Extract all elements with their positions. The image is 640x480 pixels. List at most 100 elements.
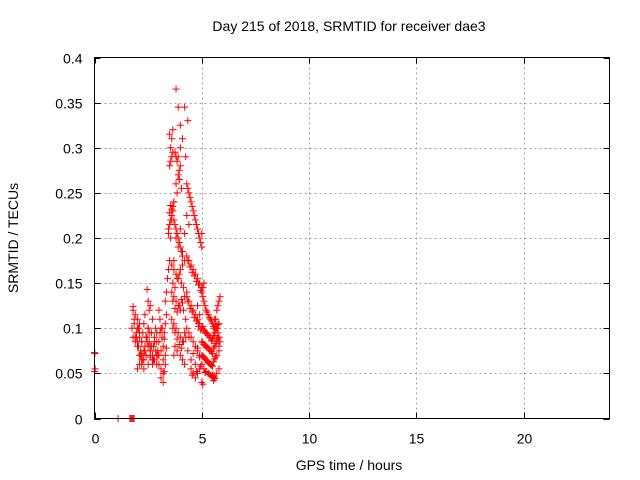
data-point (159, 356, 167, 364)
data-point (178, 356, 186, 364)
data-point (199, 284, 207, 292)
data-point (166, 162, 174, 170)
data-point (175, 239, 183, 247)
data-point (173, 157, 181, 165)
data-point (155, 351, 163, 359)
data-point (133, 338, 141, 346)
data-point (215, 342, 223, 350)
data-point (209, 350, 217, 358)
data-point (194, 302, 201, 310)
data-point (185, 189, 193, 197)
data-point (196, 311, 204, 319)
data-point (190, 272, 198, 280)
data-point (144, 297, 152, 305)
data-point (188, 202, 196, 210)
data-point (170, 320, 178, 328)
data-point (183, 180, 191, 188)
data-point (184, 257, 192, 265)
data-point (181, 103, 189, 111)
data-point (133, 365, 141, 373)
data-point (172, 234, 180, 242)
data-point (170, 293, 178, 301)
data-point (184, 347, 192, 355)
data-point (143, 285, 151, 293)
data-point (172, 180, 180, 188)
data-point (170, 216, 178, 224)
data-point (171, 329, 179, 337)
data-point (184, 184, 192, 192)
data-point (131, 311, 139, 319)
data-point (175, 340, 183, 348)
data-point (211, 331, 219, 339)
y-tick-label: 0.25 (55, 186, 82, 202)
y-axis-title: SRMTID / TECUs (5, 183, 21, 293)
data-point (182, 153, 190, 161)
data-point (212, 353, 220, 361)
data-point (138, 356, 146, 364)
x-axis-title: GPS time / hours (296, 457, 403, 473)
data-point (145, 306, 153, 314)
data-point (157, 374, 165, 382)
data-point (178, 248, 186, 256)
data-point (145, 329, 153, 337)
data-point (205, 370, 213, 378)
data-point (182, 315, 190, 323)
data-point (188, 268, 196, 276)
data-point (198, 243, 206, 251)
data-point (161, 351, 169, 359)
x-tick-label: 10 (302, 431, 318, 447)
data-point (159, 342, 167, 350)
x-tick-label: 15 (409, 431, 425, 447)
data-point (168, 205, 176, 213)
data-point (142, 351, 150, 359)
data-point (194, 344, 201, 352)
data-point (191, 216, 199, 224)
data-point (180, 284, 188, 292)
data-point (199, 293, 207, 301)
data-point (211, 315, 219, 323)
data-point (183, 324, 191, 332)
data-point (186, 263, 194, 271)
data-point (214, 302, 222, 310)
data-point (172, 85, 180, 93)
data-point (181, 360, 189, 368)
data-point (215, 365, 223, 373)
data-point (169, 279, 177, 287)
data-point (176, 144, 184, 152)
data-point (213, 351, 221, 359)
data-point (199, 380, 207, 388)
axis-ticks: 0 0.05 0.1 0.15 0.2 0.25 0.3 0.35 0.4 0 5 10 15 20 (55, 51, 610, 447)
data-point (198, 229, 206, 237)
data-point (207, 337, 215, 345)
data-point (177, 279, 185, 287)
data-point (163, 275, 171, 283)
data-point (175, 270, 183, 278)
data-point (159, 378, 167, 386)
data-point (176, 225, 184, 233)
data-point (188, 308, 196, 316)
data-point (177, 295, 185, 303)
data-point (171, 284, 179, 292)
data-point (173, 189, 181, 197)
data-point (165, 229, 173, 237)
data-point (185, 220, 193, 228)
data-point (160, 335, 168, 343)
data-point (157, 347, 165, 355)
data-point (198, 360, 206, 368)
data-point (178, 261, 186, 269)
data-point (144, 360, 152, 368)
data-point (187, 333, 195, 341)
y-tick-label: 0.35 (55, 96, 82, 112)
data-point (187, 356, 195, 364)
data-point (211, 375, 219, 383)
data-point (174, 171, 182, 179)
data-point (171, 342, 179, 350)
data-point (171, 304, 179, 312)
data-point (173, 229, 181, 237)
data-point (194, 315, 201, 323)
data-point (205, 333, 213, 341)
data-point (183, 293, 191, 301)
data-point (184, 297, 192, 305)
data-point (207, 361, 215, 369)
data-point (197, 239, 205, 247)
